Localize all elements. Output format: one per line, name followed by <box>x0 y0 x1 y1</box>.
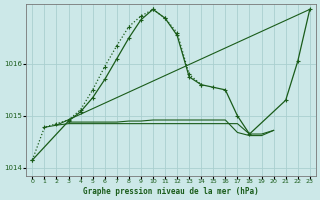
X-axis label: Graphe pression niveau de la mer (hPa): Graphe pression niveau de la mer (hPa) <box>83 187 259 196</box>
